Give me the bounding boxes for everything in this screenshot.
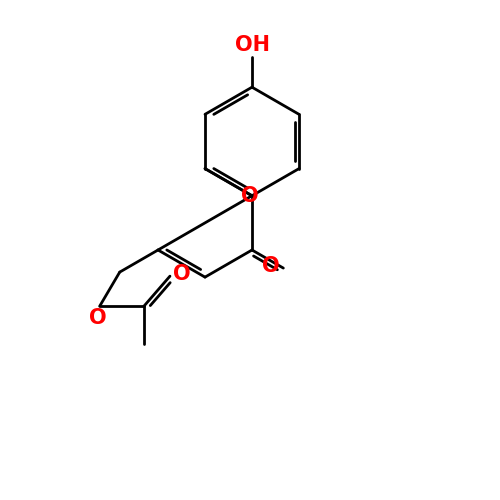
Text: O: O xyxy=(241,186,259,206)
Text: O: O xyxy=(89,308,106,328)
Text: O: O xyxy=(262,256,280,276)
Text: O: O xyxy=(173,264,191,284)
Text: OH: OH xyxy=(234,35,270,55)
